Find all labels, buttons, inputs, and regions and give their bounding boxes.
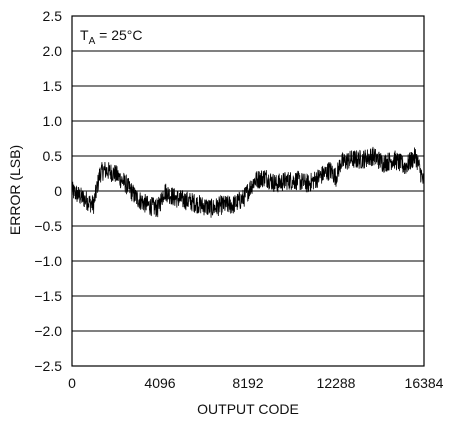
y-tick-label: 2.0 — [43, 43, 63, 59]
annotation-prefix: T — [80, 27, 89, 43]
x-tick-label: 12288 — [317, 375, 356, 391]
temperature-annotation: TA = 25°C — [80, 27, 142, 47]
y-tick-label: 1.5 — [43, 78, 63, 94]
annotation-suffix: = 25°C — [95, 27, 142, 43]
y-tick-label: −1.0 — [34, 253, 62, 269]
series-layer — [71, 146, 425, 218]
x-tick-label: 4096 — [144, 375, 175, 391]
y-tick-label: −0.5 — [34, 218, 62, 234]
y-tick-label: −2.5 — [34, 358, 62, 374]
x-tick-label: 8192 — [232, 375, 263, 391]
plot-frame — [71, 15, 425, 367]
x-tick-labels: 0 4096 8192 12288 16384 — [68, 375, 444, 391]
y-tick-label: 0 — [54, 183, 62, 199]
y-tick-label: 0.5 — [43, 148, 63, 164]
y-tick-label: 2.5 — [43, 8, 63, 24]
annotation-subscript: A — [89, 36, 96, 47]
y-tick-labels: 2.5 2.0 1.5 1.0 0.5 0 −0.5 −1.0 −1.5 −2.0 −2.5 — [34, 8, 62, 374]
error-trace — [71, 146, 425, 218]
x-tick-label: 0 — [68, 375, 76, 391]
x-tick-label: 16384 — [405, 375, 444, 391]
x-axis-title: OUTPUT CODE — [197, 401, 299, 417]
y-tick-label: −2.0 — [34, 323, 62, 339]
y-tick-label: −1.5 — [34, 288, 62, 304]
y-tick-label: 1.0 — [43, 113, 63, 129]
y-axis-title: ERROR (LSB) — [7, 145, 23, 235]
